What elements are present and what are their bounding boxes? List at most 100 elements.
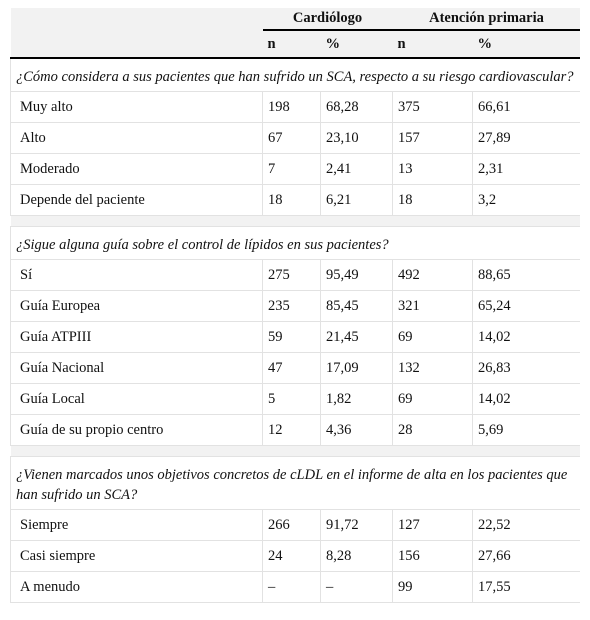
question: ¿Vienen marcados unos objetivos concreto… xyxy=(10,456,580,510)
row-label: Guía Local xyxy=(10,383,263,415)
column-header: n xyxy=(392,30,473,59)
data-row: Sí 275 95,49 492 88,65 xyxy=(10,259,580,291)
row-label: Moderado xyxy=(10,153,263,185)
table-body: ¿Cómo considera a sus pacientes que han … xyxy=(10,57,580,603)
row-label: A menudo xyxy=(10,571,263,603)
cell: 375 xyxy=(392,91,473,123)
cell: 492 xyxy=(392,259,473,291)
header-blank xyxy=(10,30,263,59)
column-header: n xyxy=(262,30,321,59)
question-row: ¿Cómo considera a sus pacientes que han … xyxy=(10,57,580,92)
data-row: Alto 67 23,10 157 27,89 xyxy=(10,122,580,154)
cell: 22,52 xyxy=(472,509,580,541)
cell: 18 xyxy=(392,184,473,216)
cell: 275 xyxy=(262,259,321,291)
row-label: Guía Nacional xyxy=(10,352,263,384)
cell: 7 xyxy=(262,153,321,185)
data-row: Moderado 7 2,41 13 2,31 xyxy=(10,153,580,185)
cell: 8,28 xyxy=(320,540,393,572)
spacer-row xyxy=(10,215,580,227)
cell: 65,24 xyxy=(472,290,580,322)
cell: 156 xyxy=(392,540,473,572)
question: ¿Sigue alguna guía sobre el control de l… xyxy=(10,226,580,260)
data-table: Cardiólogo Atención primaria n % n % ¿Có… xyxy=(10,8,580,603)
row-label: Casi siempre xyxy=(10,540,263,572)
column-header: % xyxy=(320,30,393,59)
data-row: Guía ATPIII 59 21,45 69 14,02 xyxy=(10,321,580,353)
question: ¿Cómo considera a sus pacientes que han … xyxy=(10,57,580,92)
cell: 4,36 xyxy=(320,414,393,446)
cell: 235 xyxy=(262,290,321,322)
question-row: ¿Vienen marcados unos objetivos concreto… xyxy=(10,456,580,510)
cell: 157 xyxy=(392,122,473,154)
cell: 3,2 xyxy=(472,184,580,216)
data-row: Guía Local 5 1,82 69 14,02 xyxy=(10,383,580,415)
question-row: ¿Sigue alguna guía sobre el control de l… xyxy=(10,226,580,260)
cell: 21,45 xyxy=(320,321,393,353)
cell: 88,65 xyxy=(472,259,580,291)
spacer-cell xyxy=(10,445,580,457)
data-row: Casi siempre 24 8,28 156 27,66 xyxy=(10,540,580,572)
spacer-cell xyxy=(10,215,580,227)
row-label: Siempre xyxy=(10,509,263,541)
cell: 69 xyxy=(392,321,473,353)
cell: 69 xyxy=(392,383,473,415)
cell: 14,02 xyxy=(472,383,580,415)
data-row: Siempre 266 91,72 127 22,52 xyxy=(10,509,580,541)
table-container: Cardiólogo Atención primaria n % n % ¿Có… xyxy=(10,8,580,610)
cell: 67 xyxy=(262,122,321,154)
row-label: Sí xyxy=(10,259,263,291)
cell: 23,10 xyxy=(320,122,393,154)
row-label: Muy alto xyxy=(10,91,263,123)
cell: 14,02 xyxy=(472,321,580,353)
cell: 26,83 xyxy=(472,352,580,384)
data-row: Guía de su propio centro 12 4,36 28 5,69 xyxy=(10,414,580,446)
cell: 17,09 xyxy=(320,352,393,384)
cell: 91,72 xyxy=(320,509,393,541)
cell: 5,69 xyxy=(472,414,580,446)
cell: 66,61 xyxy=(472,91,580,123)
cell: 59 xyxy=(262,321,321,353)
cell: 2,41 xyxy=(320,153,393,185)
header-blank xyxy=(10,8,263,30)
data-row: Muy alto 198 68,28 375 66,61 xyxy=(10,91,580,123)
cell: 27,66 xyxy=(472,540,580,572)
cell: 85,45 xyxy=(320,290,393,322)
cell: 132 xyxy=(392,352,473,384)
row-label: Depende del paciente xyxy=(10,184,263,216)
cell: 2,31 xyxy=(472,153,580,185)
cell: 127 xyxy=(392,509,473,541)
cell: 6,21 xyxy=(320,184,393,216)
data-row: Guía Europea 235 85,45 321 65,24 xyxy=(10,290,580,322)
row-label: Guía Europea xyxy=(10,290,263,322)
cell: 13 xyxy=(392,153,473,185)
cell: 1,82 xyxy=(320,383,393,415)
row-label: Alto xyxy=(10,122,263,154)
data-row: Guía Nacional 47 17,09 132 26,83 xyxy=(10,352,580,384)
cell: 99 xyxy=(392,571,473,603)
row-label: Guía ATPIII xyxy=(10,321,263,353)
cell: – xyxy=(262,571,321,603)
cell: 27,89 xyxy=(472,122,580,154)
cell: 68,28 xyxy=(320,91,393,123)
group-header: Cardiólogo xyxy=(262,8,393,31)
group-header: Atención primaria xyxy=(392,8,580,31)
cell: 266 xyxy=(262,509,321,541)
cell: – xyxy=(320,571,393,603)
data-row: Depende del paciente 18 6,21 18 3,2 xyxy=(10,184,580,216)
cell: 47 xyxy=(262,352,321,384)
cell: 321 xyxy=(392,290,473,322)
cell: 18 xyxy=(262,184,321,216)
spacer-row xyxy=(10,445,580,457)
cell: 5 xyxy=(262,383,321,415)
cell: 24 xyxy=(262,540,321,572)
data-row: A menudo – –99 17,55 xyxy=(10,571,580,603)
cell: 95,49 xyxy=(320,259,393,291)
cell: 28 xyxy=(392,414,473,446)
cell: 198 xyxy=(262,91,321,123)
cell: 12 xyxy=(262,414,321,446)
column-header: % xyxy=(472,30,580,59)
cell: 17,55 xyxy=(472,571,580,603)
row-label: Guía de su propio centro xyxy=(10,414,263,446)
